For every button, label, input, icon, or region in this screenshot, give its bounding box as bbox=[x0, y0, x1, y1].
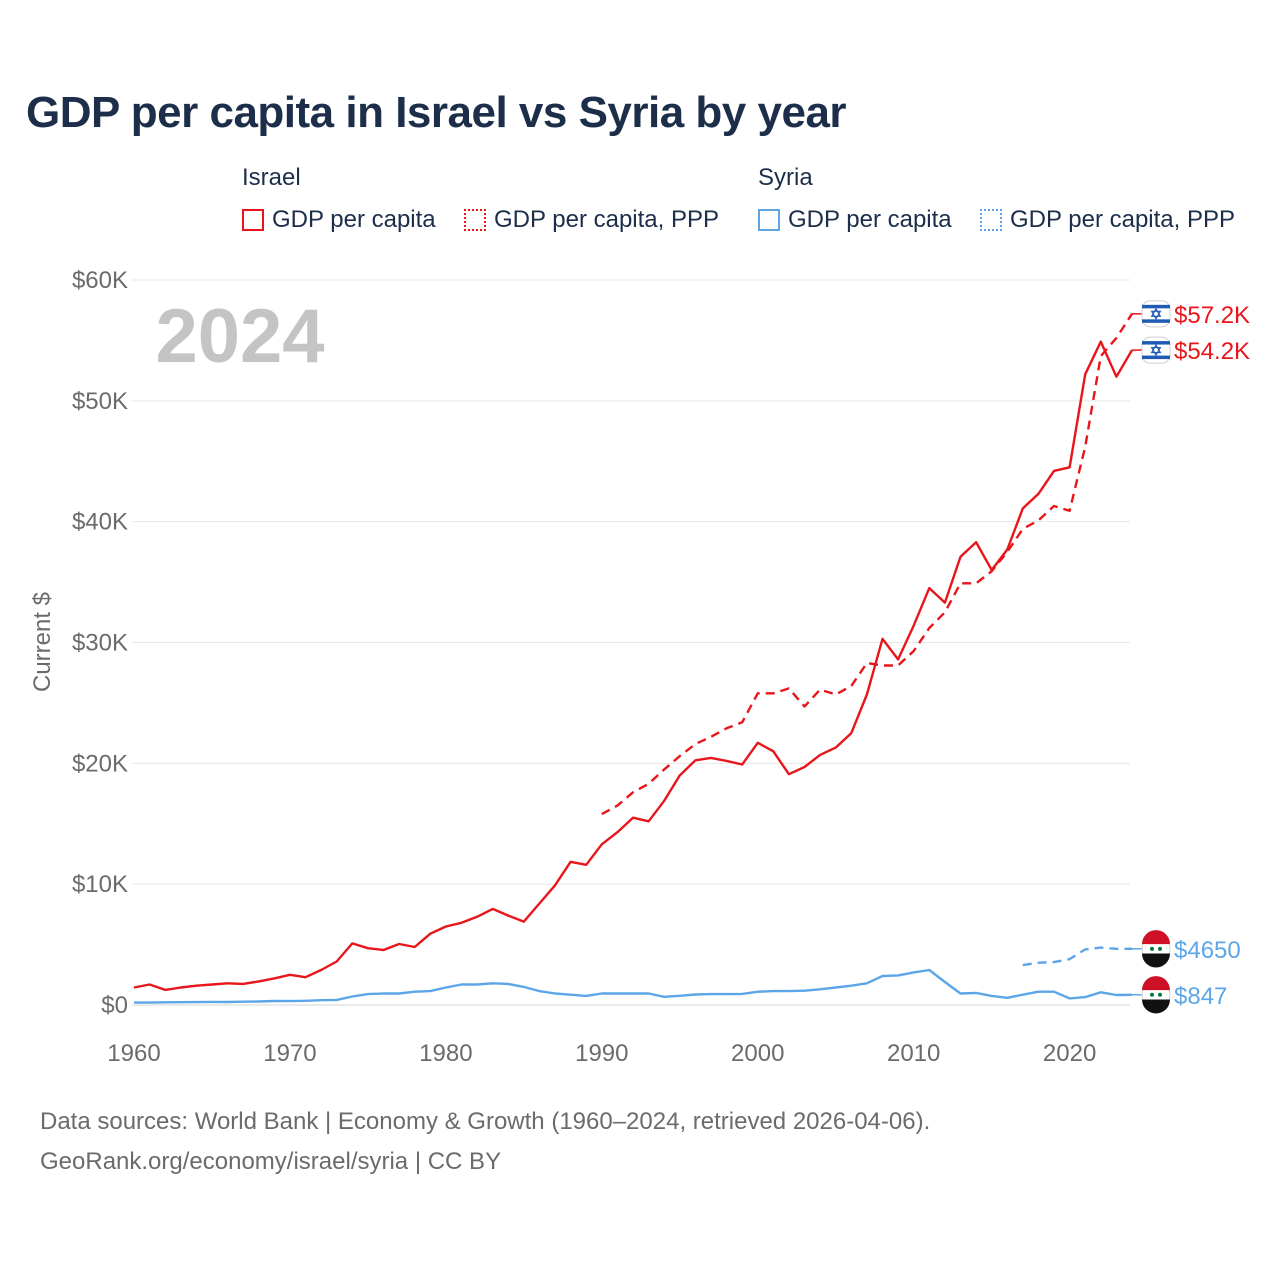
flag-bg bbox=[1141, 300, 1171, 328]
x-tick-label: 1970 bbox=[263, 1040, 316, 1067]
legend-swatch-dotted-red bbox=[464, 209, 486, 231]
legend-group-syria: Syria bbox=[758, 164, 813, 191]
legend-item-syria-gdp-ppp[interactable]: GDP per capita, PPP bbox=[980, 206, 1235, 234]
page-title: GDP per capita in Israel vs Syria by yea… bbox=[26, 88, 847, 137]
y-tick-label: $10K bbox=[72, 871, 128, 898]
end-value-label: $57.2K bbox=[1174, 302, 1250, 329]
x-tick-label: 1980 bbox=[419, 1040, 472, 1067]
x-tick-label: 1990 bbox=[575, 1040, 628, 1067]
syria-flag-icon bbox=[1141, 930, 1171, 968]
legend-swatch-dotted-blue bbox=[980, 209, 1002, 231]
legend-item-syria-gdp[interactable]: GDP per capita bbox=[758, 206, 952, 234]
syria-flag-icon bbox=[1141, 976, 1171, 1014]
series-line-2 bbox=[134, 968, 1133, 1004]
x-tick-label: 2010 bbox=[887, 1040, 940, 1067]
legend-label: GDP per capita bbox=[788, 206, 952, 233]
flag-bg bbox=[1141, 336, 1171, 364]
flag-stripe bbox=[1142, 304, 1170, 309]
series-layer bbox=[133, 313, 1134, 1004]
series-line-1 bbox=[601, 313, 1134, 816]
y-tick-label: $30K bbox=[72, 630, 128, 657]
legend-group-israel: Israel bbox=[242, 164, 301, 191]
israel-flag-icon bbox=[1141, 300, 1171, 328]
flag-stripe-red bbox=[1142, 930, 1170, 945]
grid-layer: $0 $10K $20K $30K $40K $50K $60K 1960 1970 1980 19… bbox=[72, 267, 1130, 1067]
y-axis-label: Current $ bbox=[29, 592, 56, 692]
legend-label: GDP per capita, PPP bbox=[1010, 206, 1235, 233]
footer-sources: Data sources: World Bank | Economy & Gro… bbox=[40, 1108, 931, 1135]
flag-stripe-black bbox=[1142, 953, 1170, 968]
legend-item-israel-gdp[interactable]: GDP per capita bbox=[242, 206, 436, 234]
flag-stripe-red bbox=[1142, 976, 1170, 991]
chart-area: $0 $10K $20K $30K $40K $50K $60K 1960 1970 1980 19… bbox=[29, 267, 1250, 1067]
end-value-label: $847 bbox=[1174, 983, 1227, 1010]
x-tick-label: 1960 bbox=[107, 1040, 160, 1067]
x-tick-label: 2020 bbox=[1043, 1040, 1096, 1067]
star-icon bbox=[1150, 946, 1154, 951]
legend-label: GDP per capita, PPP bbox=[494, 206, 719, 233]
israel-flag-icon bbox=[1141, 336, 1171, 364]
end-label-layer: $54.2K $57.2K $847 $4650 bbox=[1132, 300, 1250, 1014]
series-line-0 bbox=[133, 340, 1134, 992]
legend-swatch-solid-red bbox=[242, 209, 264, 231]
flag-stripe bbox=[1142, 355, 1170, 360]
end-value-label: $54.2K bbox=[1174, 338, 1250, 365]
end-value-label: $4650 bbox=[1174, 937, 1241, 964]
legend-swatch-solid-blue bbox=[758, 209, 780, 231]
footer-attribution: GeoRank.org/economy/israel/syria | CC BY bbox=[40, 1148, 502, 1175]
y-tick-label: $20K bbox=[72, 750, 128, 777]
flag-stripe bbox=[1142, 341, 1170, 345]
star-icon bbox=[1158, 992, 1162, 997]
star-icon bbox=[1150, 992, 1154, 997]
star-icon bbox=[1158, 946, 1162, 951]
y-tick-label: $0 bbox=[101, 992, 128, 1019]
series-line-3 bbox=[1022, 946, 1132, 967]
star-of-david-icon bbox=[1150, 343, 1162, 357]
year-watermark: 2024 bbox=[155, 294, 324, 379]
y-tick-label: $40K bbox=[72, 509, 128, 536]
flag-stripe bbox=[1142, 319, 1170, 323]
flag-stripe-black bbox=[1142, 999, 1170, 1014]
legend-label: GDP per capita bbox=[272, 206, 436, 233]
y-tick-label: $60K bbox=[72, 267, 128, 294]
x-tick-label: 2000 bbox=[731, 1040, 784, 1067]
y-tick-label: $50K bbox=[72, 388, 128, 415]
star-of-david-icon bbox=[1150, 307, 1162, 321]
legend-item-israel-gdp-ppp[interactable]: GDP per capita, PPP bbox=[464, 206, 719, 234]
